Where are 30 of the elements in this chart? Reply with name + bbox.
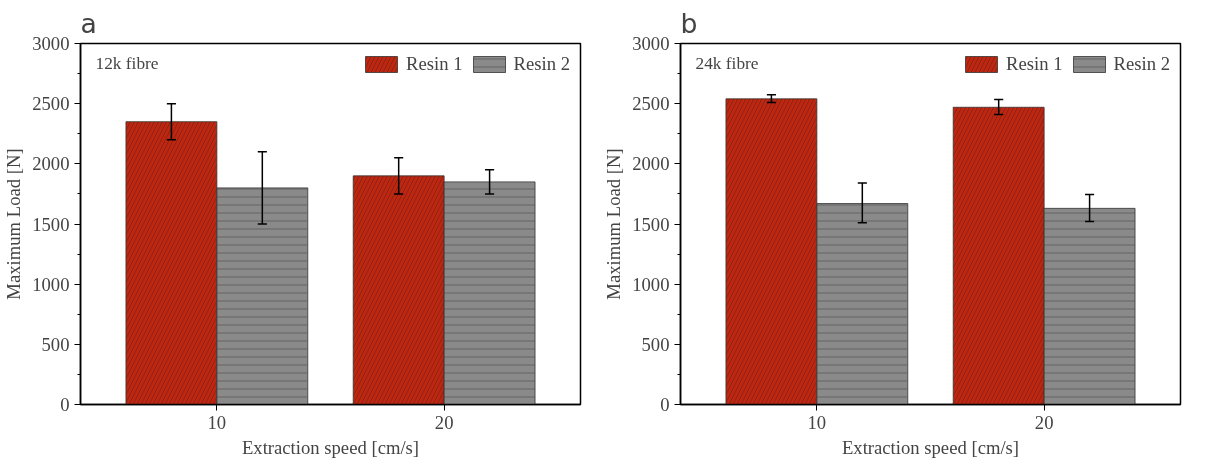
x-tick-label: 10 bbox=[807, 411, 827, 433]
y-axis-title: Maximum Load [N] bbox=[603, 148, 625, 300]
y-tick-label: 1500 bbox=[632, 213, 670, 235]
x-tick-label: 10 bbox=[207, 411, 227, 433]
y-tick-label: 3000 bbox=[32, 33, 70, 54]
chart-title: b bbox=[680, 7, 698, 39]
y-tick-label: 500 bbox=[641, 333, 670, 355]
y-tick-label: 0 bbox=[660, 394, 670, 415]
x-tick-label: 20 bbox=[434, 411, 454, 433]
x-tick-label: 20 bbox=[1034, 411, 1054, 433]
legend-label: Resin 2 bbox=[513, 53, 570, 75]
y-tick-label: 0 bbox=[60, 394, 70, 415]
annotation: 24k fibre bbox=[695, 54, 759, 74]
y-tick-label: 1000 bbox=[32, 273, 70, 295]
y-tick-label: 1500 bbox=[32, 213, 70, 235]
y-tick-label: 2500 bbox=[632, 93, 670, 115]
x-axis-title: Extraction speed [cm/s] bbox=[841, 436, 1020, 458]
chart-title: a bbox=[80, 7, 97, 39]
y-tick-label: 1000 bbox=[632, 273, 670, 295]
annotation: 12k fibre bbox=[95, 54, 159, 74]
legend-label: Resin 1 bbox=[406, 53, 463, 75]
y-tick-label: 2000 bbox=[632, 153, 670, 175]
x-axis-title: Extraction speed [cm/s] bbox=[241, 436, 420, 458]
y-tick-label: 500 bbox=[41, 333, 70, 355]
y-tick-label: 2500 bbox=[32, 93, 70, 115]
legend-label: Resin 2 bbox=[1113, 53, 1170, 75]
y-axis-title: Maximum Load [N] bbox=[3, 148, 25, 300]
legend-label: Resin 1 bbox=[1006, 53, 1063, 75]
y-tick-label: 3000 bbox=[632, 33, 670, 54]
y-tick-label: 2000 bbox=[32, 153, 70, 175]
